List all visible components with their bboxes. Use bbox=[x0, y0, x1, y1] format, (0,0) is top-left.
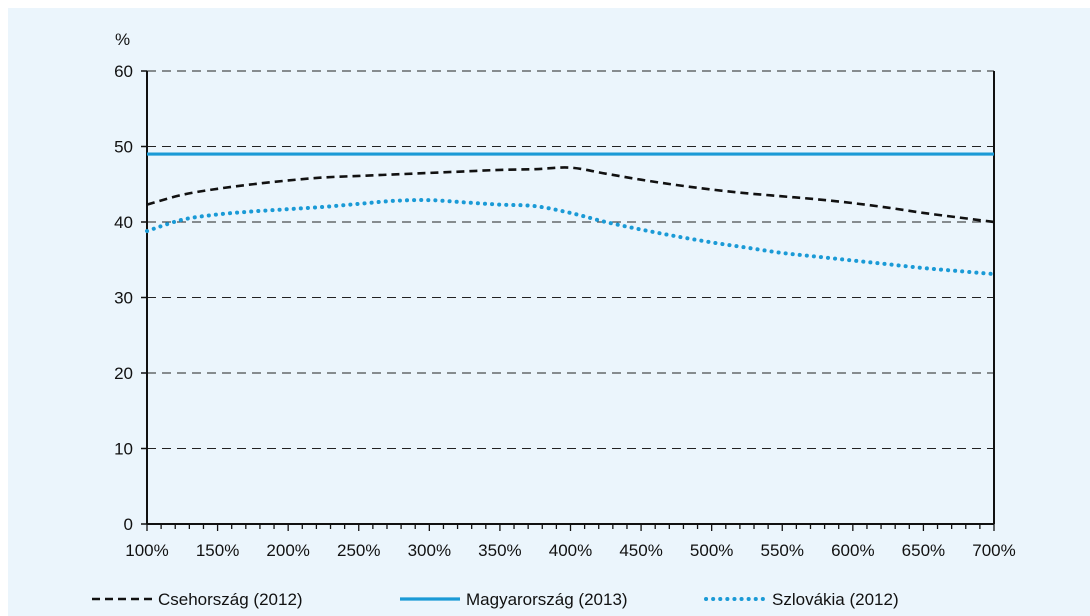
series-line-1 bbox=[146, 166, 995, 224]
x-tick-label: 650% bbox=[902, 541, 945, 560]
y-tick-label: 40 bbox=[114, 213, 133, 232]
legend-label-1: Csehország (2012) bbox=[158, 590, 303, 609]
x-tick-label: 550% bbox=[761, 541, 804, 560]
x-tick-label: 600% bbox=[831, 541, 874, 560]
x-tick-label: 400% bbox=[549, 541, 592, 560]
x-tick-label: 250% bbox=[337, 541, 380, 560]
y-tick-label: 30 bbox=[114, 289, 133, 308]
x-tick-labels: 100% 150% 200% 250% 300% 350% 400% 450% 500% 550%… bbox=[125, 541, 1015, 560]
x-tick-label: 100% bbox=[125, 541, 168, 560]
x-tick-label: 500% bbox=[690, 541, 733, 560]
x-tick-label: 350% bbox=[478, 541, 521, 560]
chart-panel bbox=[8, 8, 1090, 616]
x-tick-label: 300% bbox=[408, 541, 451, 560]
series-line-3 bbox=[145, 198, 996, 277]
legend-label-2: Magyarország (2013) bbox=[466, 590, 628, 609]
x-tick-label: 150% bbox=[196, 541, 239, 560]
y-tick-label: 10 bbox=[114, 440, 133, 459]
legend: Csehország (2012) Magyarország (2013) Szlo… bbox=[92, 590, 899, 609]
axes bbox=[141, 70, 995, 531]
y-tick-label: 20 bbox=[114, 364, 133, 383]
x-tick-label: 450% bbox=[619, 541, 662, 560]
x-tick-label: 700% bbox=[972, 541, 1015, 560]
y-tick-labels: 0 10 20 30 40 50 60 bbox=[114, 62, 133, 534]
y-tick-label: 0 bbox=[124, 515, 133, 534]
y-tick-label: 60 bbox=[114, 62, 133, 81]
x-tick-label: 200% bbox=[266, 541, 309, 560]
series-lines bbox=[145, 152, 996, 277]
legend-label-3: Szlovákia (2012) bbox=[772, 590, 899, 609]
gridlines bbox=[147, 70, 994, 449]
y-tick-label: 50 bbox=[114, 138, 133, 157]
y-axis-unit-label: % bbox=[115, 30, 130, 49]
